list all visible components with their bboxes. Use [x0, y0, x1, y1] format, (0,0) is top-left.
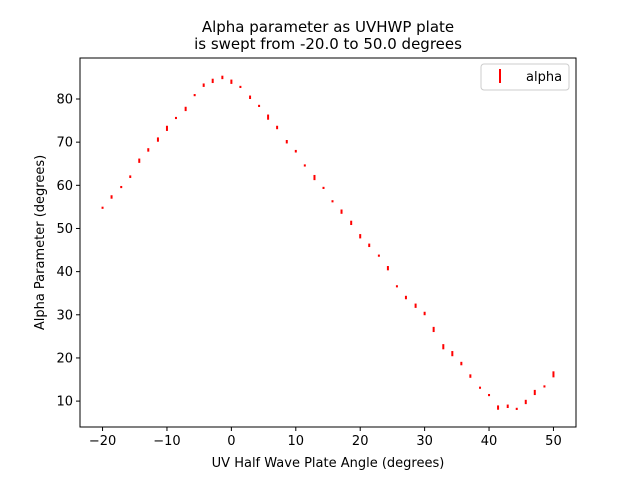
x-tick-label: 0 [227, 434, 235, 449]
plot-area-frame [79, 57, 577, 428]
chart-title-line-1: Alpha parameter as UVHWP plate [202, 18, 454, 36]
y-tick-label: 70 [56, 136, 73, 151]
y-tick-label: 60 [56, 179, 73, 194]
legend-box [480, 63, 570, 91]
y-tick-label: 80 [56, 93, 73, 108]
x-tick-label: −20 [89, 434, 116, 449]
x-tick-label: 10 [288, 434, 305, 449]
y-tick-label: 30 [56, 308, 73, 323]
y-tick-label: 20 [56, 351, 73, 366]
y-axis-ticks: 10 20 30 40 50 60 70 80 [56, 93, 80, 410]
data-points [101, 75, 555, 410]
x-tick-label: 50 [545, 434, 562, 449]
y-tick-label: 10 [56, 395, 73, 410]
x-tick-label: 20 [352, 434, 369, 449]
chart-title-line-2: is swept from -20.0 to 50.0 degrees [194, 35, 462, 53]
legend-label-alpha: alpha [526, 70, 562, 85]
x-tick-label: −10 [153, 434, 180, 449]
x-tick-label: 40 [481, 434, 498, 449]
y-tick-label: 50 [56, 222, 73, 237]
x-axis-ticks: −20 −10 0 10 20 30 40 50 [89, 427, 562, 449]
x-axis-label: UV Half Wave Plate Angle (degrees) [212, 456, 445, 471]
x-tick-label: 30 [416, 434, 433, 449]
y-tick-label: 40 [56, 265, 73, 280]
y-axis-label: Alpha Parameter (degrees) [33, 155, 48, 330]
legend: alpha [480, 63, 570, 91]
